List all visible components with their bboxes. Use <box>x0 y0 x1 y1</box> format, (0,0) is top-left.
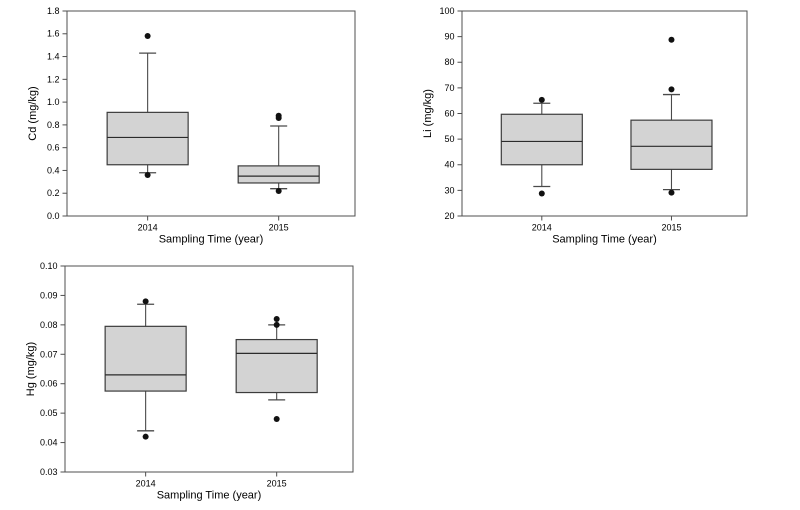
x-tick-label: 2014 <box>138 223 158 233</box>
y-tick-label: 30 <box>444 185 454 195</box>
y-tick-label: 20 <box>444 211 454 221</box>
outlier-dot <box>144 172 151 178</box>
hg-boxplot-svg: 0.03 0.04 0.05 0.06 0.07 0.08 0.09 0.10 2014 2015… <box>25 261 354 502</box>
x-tick-label: 2014 <box>532 223 552 233</box>
x-axis-title: Sampling Time (year) <box>552 234 657 246</box>
y-tick-label: 0.04 <box>40 438 58 448</box>
y-tick-label: 1.0 <box>47 97 60 107</box>
y-tick-label: 0.4 <box>47 165 60 175</box>
iqr-box <box>104 325 187 392</box>
y-tick-label: 90 <box>444 32 454 42</box>
outlier-dot <box>538 190 545 197</box>
y-axis-title: Hg (mg/kg) <box>25 342 37 396</box>
y-tick-label: 0.09 <box>40 290 58 300</box>
y-tick-label: 0.10 <box>40 261 58 271</box>
plot-frame <box>64 265 354 473</box>
y-tick-label: 1.4 <box>47 52 60 62</box>
boxplot-hg: 0.03 0.04 0.05 0.06 0.07 0.08 0.09 0.10 2014 2015… <box>0 255 400 510</box>
y-tick-label: 1.6 <box>47 29 60 39</box>
y-tick-label: 0.07 <box>40 349 58 359</box>
li-boxplot-svg: 20 30 40 50 60 70 80 90 100 2014 2015 Sampling Time… <box>422 6 748 246</box>
x-tick-label: 2015 <box>269 223 289 233</box>
box-group-2014 <box>106 33 189 178</box>
y-tick-label: 40 <box>444 160 454 170</box>
iqr-box <box>630 119 713 170</box>
y-tick-label: 0.08 <box>40 320 58 330</box>
x-axis-title: Sampling Time (year) <box>159 234 264 246</box>
boxplot-cd: 0.0 0.2 0.4 0.6 0.8 1.0 1.2 1.4 1.6 1.8 2014 2015 Sa… <box>0 0 400 255</box>
box-group-2014 <box>104 298 187 440</box>
y-tick-label: 0.8 <box>47 120 60 130</box>
outlier-dot <box>142 298 149 305</box>
outlier-dot <box>273 321 280 328</box>
y-tick-label: 80 <box>444 57 454 67</box>
outlier-dot <box>668 189 675 196</box>
y-tick-label: 0.03 <box>40 467 58 477</box>
y-axis-title: Cd (mg/kg) <box>27 86 39 140</box>
y-tick-label: 1.2 <box>47 74 60 84</box>
boxplot-li: 20 30 40 50 60 70 80 90 100 2014 2015 Sampling Time… <box>400 0 800 255</box>
outlier-dot <box>275 187 282 194</box>
y-tick-label: 0.05 <box>40 408 58 418</box>
y-tick-label: 100 <box>439 6 454 16</box>
x-axis-title: Sampling Time (year) <box>157 490 262 502</box>
y-tick-label: 0.6 <box>47 143 60 153</box>
y-tick-label: 1.8 <box>47 6 60 16</box>
box-group-2015 <box>630 36 713 196</box>
x-tick-label: 2015 <box>267 479 287 489</box>
y-tick-label: 0.0 <box>47 211 60 221</box>
iqr-box <box>500 113 583 166</box>
outlier-dot <box>273 315 280 322</box>
y-tick-label: 50 <box>444 134 454 144</box>
box-group-2014 <box>500 96 583 197</box>
x-tick-label: 2014 <box>136 479 156 489</box>
outlier-dot <box>538 96 545 103</box>
y-tick-label: 70 <box>444 83 454 93</box>
box-group-2015 <box>235 315 318 423</box>
y-axis-title: Li (mg/kg) <box>422 89 434 138</box>
outlier-dot <box>273 416 280 423</box>
outlier-dot <box>142 433 149 440</box>
cd-boxplot-svg: 0.0 0.2 0.4 0.6 0.8 1.0 1.2 1.4 1.6 1.8 2014 2015 Sa… <box>27 6 356 246</box>
y-tick-label: 0.2 <box>47 188 60 198</box>
y-tick-label: 0.06 <box>40 379 58 389</box>
iqr-box <box>235 338 318 394</box>
outlier-dot <box>275 115 282 122</box>
plot-frame <box>66 10 356 217</box>
outlier-dot <box>668 36 675 43</box>
outlier-dot <box>144 33 151 40</box>
y-tick-label: 60 <box>444 108 454 118</box>
iqr-box <box>237 165 320 184</box>
box-group-2015 <box>237 112 320 194</box>
x-tick-label: 2015 <box>661 223 681 233</box>
iqr-box <box>106 111 189 166</box>
plot-frame <box>461 10 748 217</box>
outlier-dot <box>668 86 675 93</box>
